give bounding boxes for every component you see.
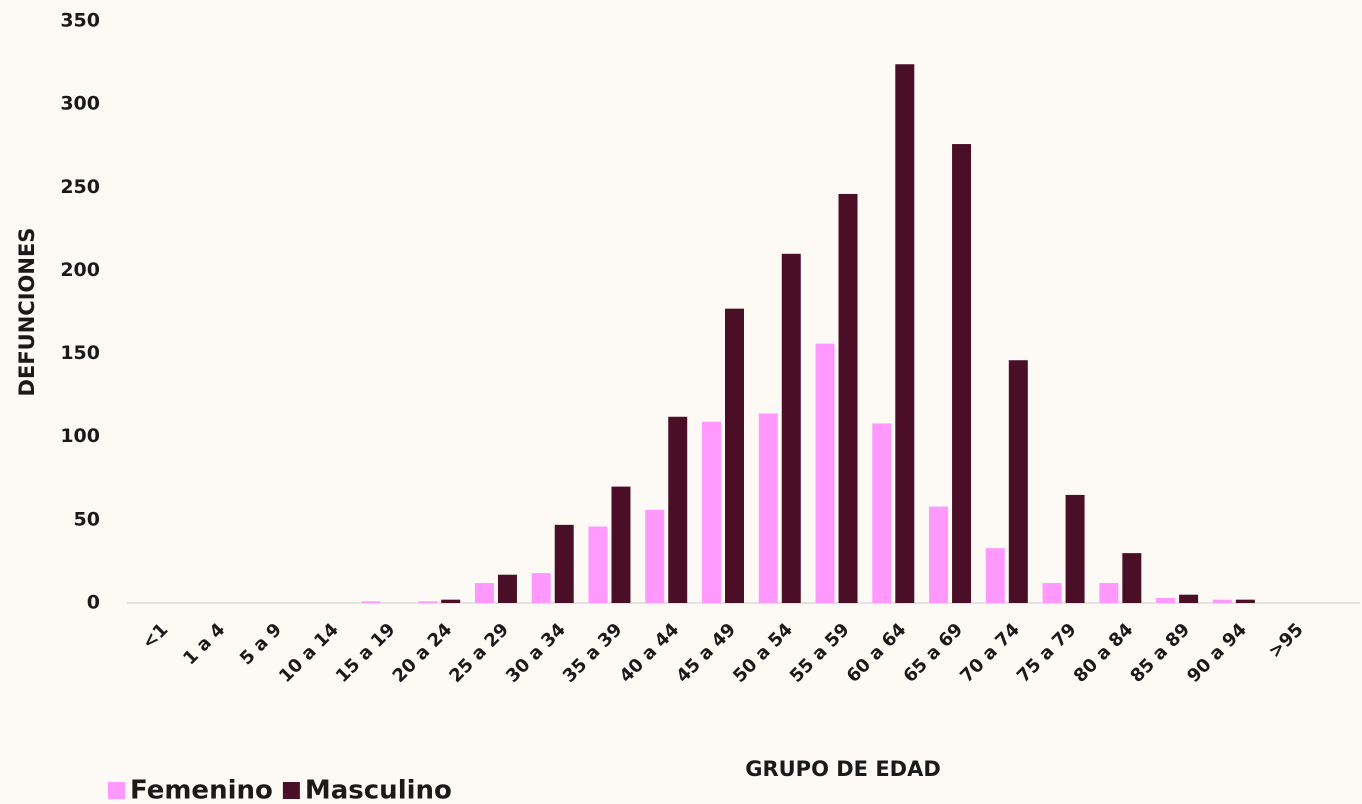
- bar: [645, 509, 665, 603]
- x-tick-label: 40 a 44: [616, 619, 684, 687]
- x-tick-label: 50 a 54: [729, 619, 797, 687]
- x-tick-label: 90 a 94: [1183, 619, 1251, 687]
- legend-swatch: [282, 782, 300, 799]
- bar: [1122, 553, 1142, 603]
- bar: [815, 343, 835, 603]
- y-tick-label: 300: [60, 93, 100, 115]
- y-tick-label: 0: [87, 592, 100, 614]
- bar: [952, 144, 972, 603]
- bar: [361, 601, 381, 603]
- x-tick-label: 60 a 64: [843, 619, 911, 687]
- y-tick-label: 150: [60, 342, 100, 364]
- y-tick-label: 350: [60, 10, 100, 32]
- bar: [985, 548, 1005, 603]
- x-tick-label: 10 a 14: [275, 619, 343, 687]
- y-tick-label: 250: [60, 176, 100, 198]
- x-tick-label: 45 a 49: [672, 619, 740, 687]
- bar: [1065, 494, 1085, 603]
- y-tick-label: 200: [60, 259, 100, 281]
- x-tick-label: 30 a 34: [502, 619, 570, 687]
- x-tick-label: 35 a 39: [559, 619, 627, 687]
- legend-swatch: [108, 782, 125, 799]
- bar: [872, 423, 892, 603]
- bar: [895, 64, 915, 604]
- bar: [1008, 360, 1028, 603]
- x-tick-label: 70 a 74: [956, 619, 1024, 687]
- bar: [588, 526, 608, 603]
- x-axis-title: GRUPO DE EDAD: [745, 757, 941, 781]
- bar: [702, 421, 721, 603]
- bar: [1042, 583, 1062, 603]
- bar: [1179, 594, 1199, 603]
- y-tick-label: 100: [60, 425, 100, 447]
- bar: [725, 308, 744, 603]
- bar: [1099, 583, 1119, 603]
- bar: [929, 506, 949, 603]
- legend-label: Femenino: [130, 776, 273, 804]
- x-tick-label: 75 a 79: [1013, 619, 1081, 687]
- bar: [668, 416, 688, 603]
- x-tick-label: 20 a 24: [389, 619, 457, 687]
- x-tick-label: 25 a 29: [445, 619, 513, 687]
- bar: [781, 253, 801, 604]
- bar: [1156, 598, 1176, 603]
- bar: [838, 193, 858, 604]
- bar: [441, 599, 461, 603]
- x-tick-label: 85 a 89: [1126, 619, 1194, 687]
- y-axis-title: DEFUNCIONES: [15, 228, 39, 397]
- bar: [531, 573, 551, 603]
- bar: [474, 583, 494, 603]
- x-tick-label: >95: [1264, 619, 1307, 662]
- bar: [1212, 599, 1232, 603]
- y-tick-label: 50: [74, 508, 100, 530]
- bar: [418, 601, 438, 603]
- x-tick-label: <1: [138, 619, 172, 653]
- bar: [497, 574, 517, 603]
- bar: [611, 486, 631, 603]
- bar: [1235, 599, 1255, 603]
- legend-label: Masculino: [305, 776, 452, 804]
- x-tick-label: 1 a 4: [179, 619, 229, 669]
- x-tick-label: 5 a 9: [236, 619, 286, 669]
- bar: [554, 524, 574, 603]
- x-tick-label: 55 a 59: [786, 619, 854, 687]
- x-tick-label: 15 a 19: [332, 619, 400, 687]
- x-tick-label: 80 a 84: [1070, 619, 1138, 687]
- x-tick-label: 65 a 69: [899, 619, 967, 687]
- bar: [758, 413, 778, 603]
